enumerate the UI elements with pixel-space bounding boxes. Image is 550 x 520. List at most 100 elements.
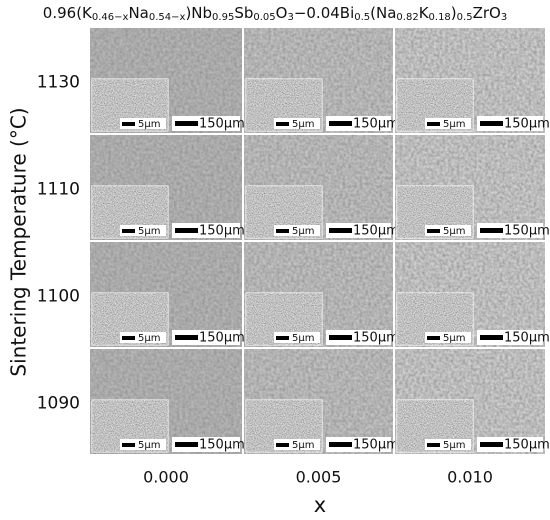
column-label: 0.005 (296, 468, 342, 487)
inset-scale-label: 5μm (292, 119, 314, 130)
title-text: ) (451, 4, 457, 22)
scale-label: 150μm (504, 331, 550, 346)
title-subscript: 0.5 (354, 12, 370, 23)
inset-scale-label: 5μm (443, 226, 465, 237)
scale-label: 150μm (353, 224, 399, 239)
title-subscript: 0.18 (429, 12, 451, 23)
title-subscript: 3 (287, 12, 293, 23)
inset-scale-label: 5μm (292, 440, 314, 451)
scale-box (477, 223, 543, 238)
title-text: O (276, 4, 288, 22)
scale-bar (329, 442, 352, 447)
scale-label: 150μm (199, 224, 245, 239)
inset-scale-label: 5μm (138, 119, 160, 130)
scale-box (477, 116, 543, 131)
inset-scale-bar (122, 336, 135, 340)
title-subscript: 0.46−x (92, 12, 129, 23)
scale-box (172, 437, 240, 452)
y-axis-label: Sintering Temperature (°C) (7, 107, 31, 376)
inset-scale-box (425, 225, 471, 236)
inset-scale-box (120, 332, 166, 343)
title-text: ZrO (473, 4, 501, 22)
inset-scale-bar (122, 122, 135, 126)
scale-label: 150μm (504, 117, 550, 132)
scale-box (477, 437, 543, 452)
inset-scale-box (274, 225, 320, 236)
scale-bar (329, 121, 352, 126)
scale-box (326, 330, 391, 345)
scale-bar (480, 228, 503, 233)
column-label: 0.010 (447, 468, 493, 487)
scale-bar (329, 335, 352, 340)
scale-bar (480, 442, 503, 447)
scale-box (172, 223, 240, 238)
scale-box (326, 116, 391, 131)
scale-bar (175, 335, 198, 340)
inset-scale-bar (427, 229, 440, 233)
row-label: 1130 (37, 73, 80, 93)
scale-bar (175, 442, 198, 447)
inset-scale-label: 5μm (138, 440, 160, 451)
inset-scale-box (425, 439, 471, 450)
title-subscript: 3 (501, 12, 507, 23)
figure-title: 0.96(K0.46−xNa0.54−x)Nb0.95Sb0.05O3−0.04… (43, 4, 507, 24)
inset-scale-box (274, 332, 320, 343)
inset-scale-box (274, 118, 320, 129)
inset-scale-box (120, 225, 166, 236)
scale-bar (175, 228, 198, 233)
title-text: )Nb (185, 4, 212, 22)
scale-label: 150μm (353, 331, 399, 346)
scale-bar (480, 121, 503, 126)
title-text: (Na (370, 4, 396, 22)
scale-label: 150μm (199, 438, 245, 453)
column-label: 0.000 (143, 468, 189, 487)
title-text: K (419, 4, 430, 22)
inset-scale-bar (427, 336, 440, 340)
inset-scale-bar (122, 443, 135, 447)
inset-scale-box (274, 439, 320, 450)
title-text: −0.04Bi (294, 4, 354, 22)
title-subscript: 0.05 (253, 12, 275, 23)
scale-label: 150μm (199, 331, 245, 346)
title-subscript: 0.82 (396, 12, 418, 23)
scale-bar (329, 228, 352, 233)
inset-scale-box (120, 439, 166, 450)
title-subscript: 0.5 (457, 12, 473, 23)
title-text: 0.96(K (43, 4, 93, 22)
inset-scale-bar (427, 443, 440, 447)
row-label: 1110 (37, 180, 80, 200)
inset-scale-label: 5μm (443, 119, 465, 130)
inset-scale-label: 5μm (138, 226, 160, 237)
scale-label: 150μm (504, 224, 550, 239)
inset-scale-label: 5μm (138, 333, 160, 344)
inset-scale-bar (276, 336, 289, 340)
scale-box (172, 116, 240, 131)
title-text: Na (128, 4, 148, 22)
scale-box (477, 330, 543, 345)
scale-label: 150μm (504, 438, 550, 453)
scale-bar (480, 335, 503, 340)
inset-scale-box (425, 118, 471, 129)
inset-scale-label: 5μm (443, 440, 465, 451)
title-subscript: 0.95 (212, 12, 234, 23)
inset-scale-bar (276, 229, 289, 233)
x-axis-label: x (314, 493, 326, 517)
inset-scale-box (425, 332, 471, 343)
row-label: 1100 (37, 287, 80, 307)
inset-scale-label: 5μm (292, 226, 314, 237)
inset-scale-bar (122, 229, 135, 233)
title-subscript: 0.54−x (149, 12, 186, 23)
inset-scale-label: 5μm (292, 333, 314, 344)
row-label: 1090 (37, 394, 80, 414)
scale-label: 150μm (353, 117, 399, 132)
inset-scale-box (120, 118, 166, 129)
inset-scale-bar (427, 122, 440, 126)
title-text: Sb (234, 4, 253, 22)
inset-scale-bar (276, 122, 289, 126)
scale-label: 150μm (199, 117, 245, 132)
scale-box (326, 437, 391, 452)
inset-scale-bar (276, 443, 289, 447)
scale-box (172, 330, 240, 345)
scale-bar (175, 121, 198, 126)
